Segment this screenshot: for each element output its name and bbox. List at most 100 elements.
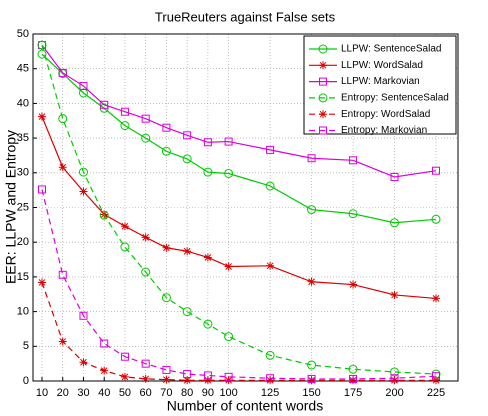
marker: [100, 339, 109, 348]
y-tick-label: 50: [17, 28, 29, 40]
y-tick-label: 40: [17, 97, 29, 109]
x-tick-label: 50: [119, 387, 131, 399]
series-line: [41, 189, 437, 380]
marker: [182, 307, 192, 317]
marker: [99, 210, 109, 220]
legend-label: Entropy: WordSalad: [341, 109, 430, 120]
marker: [162, 375, 171, 384]
marker: [203, 253, 212, 262]
marker: [38, 112, 46, 121]
marker: [79, 358, 88, 367]
marker: [78, 88, 88, 98]
marker: [120, 242, 130, 252]
marker: [349, 156, 358, 165]
x-tick-label: 125: [261, 387, 279, 399]
x-tick-label: 20: [57, 387, 69, 399]
marker: [390, 374, 399, 383]
marker: [162, 243, 171, 252]
y-tick-label: 30: [17, 167, 29, 179]
marker: [141, 114, 150, 123]
marker: [307, 374, 316, 383]
y-tick-label: 25: [17, 201, 29, 213]
y-tick-label: 5: [23, 340, 29, 352]
marker: [307, 376, 316, 385]
marker: [432, 376, 440, 385]
marker: [203, 371, 212, 380]
marker: [78, 167, 88, 177]
marker: [141, 359, 150, 368]
marker: [266, 376, 275, 385]
marker: [120, 107, 129, 116]
x-axis-label: Number of content words: [167, 398, 323, 414]
marker: [161, 293, 171, 303]
y-tick-label: 0: [23, 375, 29, 387]
legend-marker: [318, 44, 328, 54]
y-tick-label: 45: [17, 63, 29, 75]
marker: [348, 209, 358, 219]
legend-marker: [319, 61, 327, 70]
marker: [265, 181, 275, 191]
marker: [432, 166, 440, 175]
marker: [58, 163, 67, 172]
marker: [37, 40, 47, 50]
marker: [224, 372, 233, 381]
marker: [37, 49, 47, 59]
x-tick-label: 40: [98, 387, 110, 399]
marker: [224, 262, 233, 271]
x-tick-label: 80: [181, 387, 193, 399]
marker: [432, 294, 440, 303]
marker: [224, 168, 234, 178]
legend-marker: [319, 110, 327, 119]
marker: [349, 374, 358, 383]
y-tick-label: 35: [17, 132, 29, 144]
legend-label: Entropy: Markovian: [341, 125, 427, 136]
marker: [203, 319, 213, 329]
legend-marker: [319, 126, 327, 135]
marker: [349, 376, 358, 385]
legend-box: [303, 35, 457, 135]
marker: [203, 376, 212, 385]
marker: [182, 154, 192, 164]
x-tick-label: 175: [344, 387, 362, 399]
marker: [307, 360, 317, 370]
x-tick-label: 60: [140, 387, 152, 399]
marker: [120, 352, 129, 361]
marker: [348, 364, 358, 374]
x-tick-label: 10: [36, 387, 48, 399]
marker: [390, 172, 399, 181]
marker: [58, 68, 67, 77]
legend-label: LLPW: WordSalad: [341, 60, 423, 71]
marker: [349, 280, 358, 289]
y-tick-label: 20: [17, 236, 29, 248]
x-tick-label: 200: [385, 387, 403, 399]
marker: [307, 205, 317, 215]
series-line: [41, 44, 437, 375]
plot-frame: [32, 33, 459, 382]
marker: [100, 366, 109, 375]
marker: [431, 214, 441, 224]
marker: [203, 167, 213, 177]
marker: [432, 372, 440, 381]
x-tick-label: 90: [202, 387, 214, 399]
marker: [79, 82, 88, 91]
marker: [38, 185, 46, 194]
legend-label: LLPW: SentenceSalad: [341, 44, 441, 55]
marker: [120, 222, 129, 231]
marker: [203, 138, 212, 147]
marker: [307, 277, 316, 286]
marker: [141, 233, 150, 242]
marker: [120, 121, 130, 131]
marker: [58, 114, 68, 124]
x-tick-label: 150: [302, 387, 320, 399]
marker: [390, 367, 400, 377]
marker: [266, 261, 275, 270]
marker: [183, 247, 192, 256]
marker: [162, 123, 171, 132]
marker: [224, 332, 234, 342]
chart-title: TrueReuters against False sets: [155, 9, 336, 24]
marker: [100, 100, 109, 109]
legend-marker: [318, 93, 328, 103]
legend-marker: [319, 77, 327, 86]
marker: [141, 267, 151, 277]
